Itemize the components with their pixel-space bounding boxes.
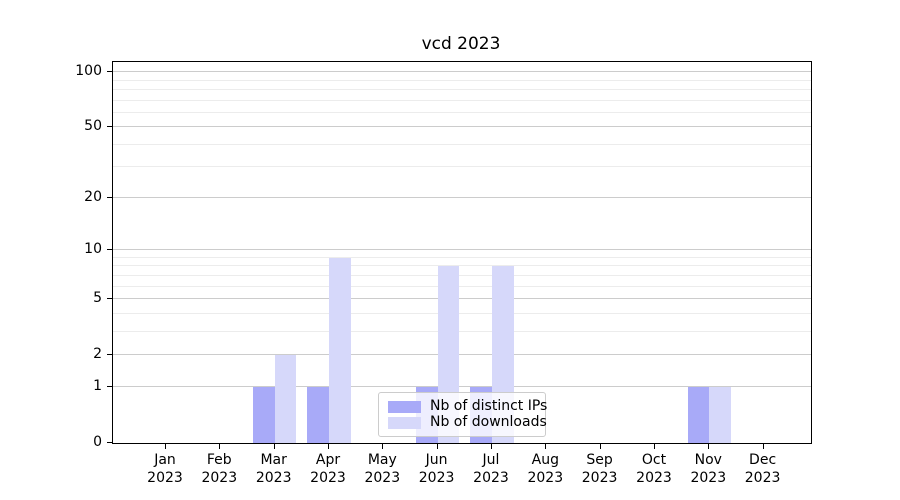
y-axis-label-1: 1	[93, 378, 102, 395]
x-label-year-apr: 2023	[310, 470, 346, 486]
plot-area	[112, 61, 812, 444]
gridline-major-1	[113, 386, 811, 388]
x-label-year-aug: 2023	[527, 470, 564, 486]
x-axis-label-mar: Mar 2023	[244, 451, 304, 487]
gridline-major-50	[113, 126, 811, 128]
y-tick-20	[107, 197, 112, 199]
y-axis-label-20: 20	[84, 189, 102, 206]
gridline-minor-6	[113, 285, 811, 287]
gridline-major-10	[113, 249, 811, 251]
x-tick-may	[382, 444, 384, 449]
x-label-year-jun: 2023	[418, 470, 455, 486]
gridline-minor-80	[113, 88, 811, 90]
gridline-minor-8	[113, 265, 811, 267]
x-tick-mar	[273, 444, 275, 449]
x-tick-jun	[436, 444, 438, 449]
y-axis-label-2: 2	[93, 345, 102, 362]
y-tick-100	[107, 71, 112, 73]
legend-item-distinct-ips: Nb of distinct IPs	[388, 399, 547, 414]
x-axis-label-oct: Oct 2023	[624, 451, 684, 487]
x-axis-label-jun: Jun 2023	[407, 451, 467, 487]
x-label-month-mar: Mar	[260, 452, 287, 468]
chart-title: vcd 2023	[421, 34, 501, 54]
bar-distinct-ips-mar	[253, 387, 275, 443]
x-axis-label-feb: Feb 2023	[189, 451, 249, 487]
bar-distinct-ips-nov	[687, 387, 710, 443]
x-label-year-mar: 2023	[255, 470, 292, 486]
legend-label-distinct-ips: Nb of distinct IPs	[430, 398, 548, 414]
y-axis-label-50: 50	[84, 118, 102, 135]
x-tick-apr	[328, 444, 329, 449]
x-tick-jan	[165, 444, 166, 449]
gridline-minor-7	[113, 274, 811, 276]
bar-downloads-apr	[329, 258, 351, 443]
x-label-year-sep: 2023	[581, 470, 618, 486]
legend-swatch-distinct-ips	[388, 400, 421, 413]
x-axis-label-nov: Nov 2023	[678, 451, 738, 487]
legend-label-downloads: Nb of downloads	[430, 414, 547, 430]
x-axis-label-apr: Apr 2023	[298, 451, 358, 487]
legend: Nb of distinct IPs Nb of downloads	[378, 392, 547, 437]
gridline-minor-60	[113, 111, 811, 113]
y-axis-label-100: 100	[75, 63, 102, 80]
y-axis-label-0: 0	[93, 434, 102, 450]
x-tick-jul	[491, 444, 492, 449]
x-label-year-feb: 2023	[201, 470, 238, 486]
gridline-minor-30	[113, 166, 811, 168]
bar-downloads-nov	[709, 387, 731, 443]
gridline-minor-90	[113, 79, 811, 81]
x-axis-label-sep: Sep 2023	[570, 451, 630, 487]
y-tick-5	[107, 298, 112, 299]
gridline-major-100	[113, 71, 811, 73]
legend-swatch-downloads	[388, 416, 421, 429]
x-label-month-aug: Aug	[531, 452, 559, 468]
x-label-month-oct: Oct	[641, 452, 667, 468]
x-tick-feb	[219, 444, 221, 449]
x-tick-aug	[545, 444, 547, 449]
y-tick-10	[107, 249, 112, 251]
x-tick-dec	[762, 444, 764, 449]
x-tick-sep	[599, 444, 601, 449]
x-label-year-may: 2023	[364, 470, 401, 486]
x-label-month-sep: Sep	[586, 452, 613, 468]
x-label-year-nov: 2023	[690, 470, 727, 486]
gridline-minor-4	[113, 312, 811, 314]
gridline-major-2	[113, 353, 811, 355]
x-axis-label-jul: Jul 2023	[461, 451, 521, 487]
x-axis-label-dec: Dec 2023	[733, 451, 793, 487]
y-tick-0	[107, 442, 112, 443]
x-axis-label-aug: Aug 2023	[515, 451, 575, 487]
gridline-minor-70	[113, 99, 811, 101]
bar-distinct-ips-apr	[307, 387, 329, 443]
gridline-major-20	[113, 197, 811, 199]
gridline-minor-40	[113, 143, 811, 145]
x-label-month-jun: Jun	[425, 452, 448, 468]
y-tick-2	[107, 353, 112, 355]
x-tick-oct	[654, 444, 655, 449]
x-label-month-feb: Feb	[206, 452, 232, 468]
legend-item-downloads: Nb of downloads	[388, 415, 547, 430]
x-label-month-jan: Jan	[154, 452, 176, 468]
x-label-month-nov: Nov	[694, 452, 722, 468]
x-label-month-dec: Dec	[749, 452, 777, 468]
x-label-year-jan: 2023	[147, 470, 183, 486]
gridline-minor-9	[113, 257, 811, 258]
x-label-month-jul: Jul	[482, 452, 500, 468]
gridline-major-5	[113, 298, 811, 299]
x-label-year-jul: 2023	[473, 470, 509, 486]
x-tick-nov	[708, 444, 710, 449]
y-tick-1	[107, 386, 112, 388]
x-label-year-dec: 2023	[744, 470, 781, 486]
y-axis-label-10: 10	[84, 241, 102, 258]
x-label-year-oct: 2023	[636, 470, 672, 486]
x-label-month-may: May	[367, 452, 397, 468]
x-axis-label-jan: Jan 2023	[135, 451, 195, 487]
y-tick-50	[107, 126, 112, 128]
gridline-minor-3	[113, 330, 811, 332]
y-axis-label-5: 5	[93, 290, 102, 306]
bar-downloads-mar	[274, 354, 297, 443]
x-label-month-apr: Apr	[315, 452, 341, 468]
x-axis-label-may: May 2023	[352, 451, 412, 487]
